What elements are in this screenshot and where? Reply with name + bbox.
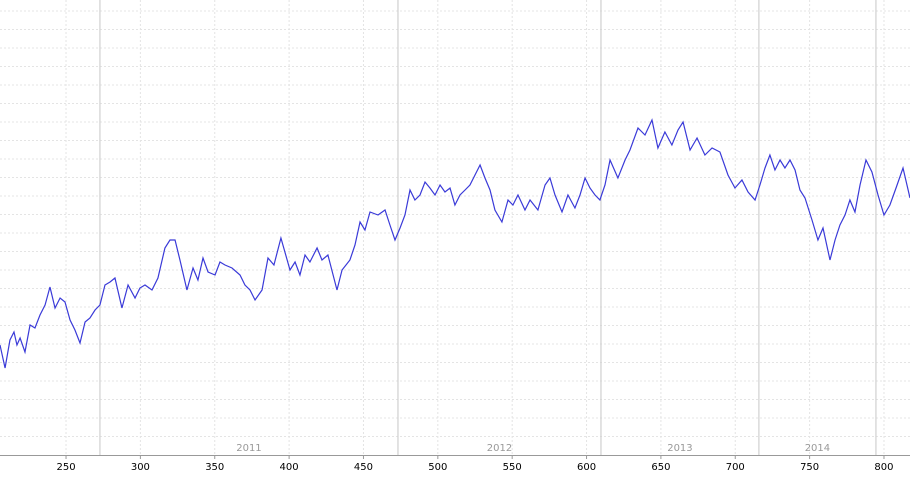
x-tick-label: 250	[56, 462, 75, 473]
x-tick-label: 300	[131, 462, 150, 473]
x-tick-label: 550	[503, 462, 522, 473]
data-line	[0, 118, 910, 369]
period-label: 2013	[667, 443, 692, 454]
x-tick-label: 350	[205, 462, 224, 473]
period-label: 2014	[805, 443, 830, 454]
x-tick-label: 700	[726, 462, 745, 473]
period-label: 2012	[487, 443, 512, 454]
x-tick-label: 600	[577, 462, 596, 473]
x-tick-label: 650	[651, 462, 670, 473]
period-label: 2011	[236, 443, 261, 454]
plot-area	[0, 0, 910, 455]
x-tick-label: 400	[280, 462, 299, 473]
x-tick-label: 800	[874, 462, 893, 473]
x-tick-label: 500	[428, 462, 447, 473]
x-tick-label: 450	[354, 462, 373, 473]
x-tick-label: 750	[800, 462, 819, 473]
